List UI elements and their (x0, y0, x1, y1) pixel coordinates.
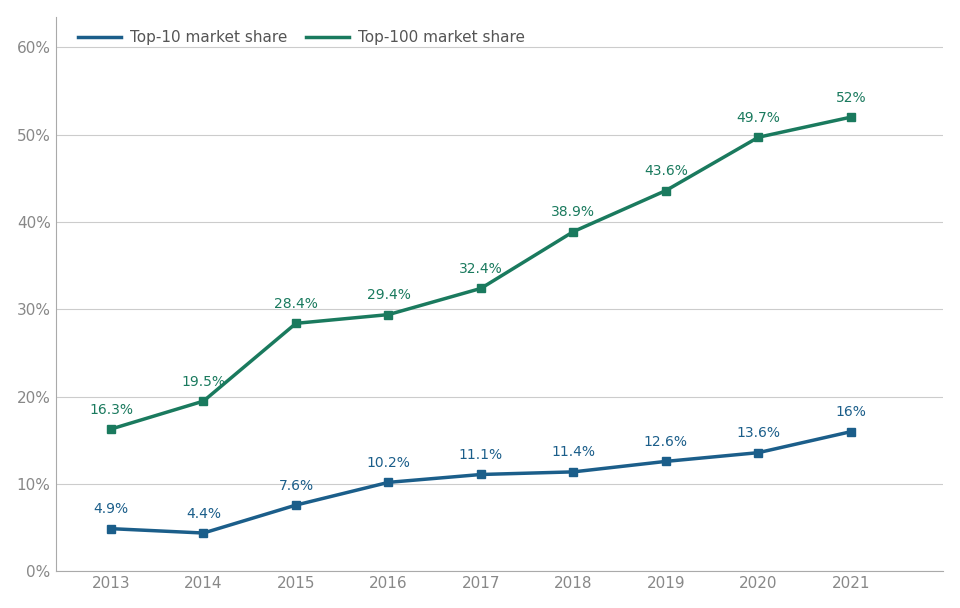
Text: 28.4%: 28.4% (274, 297, 318, 311)
Text: 52%: 52% (835, 91, 866, 105)
Text: 4.4%: 4.4% (186, 506, 221, 520)
Text: 16%: 16% (835, 405, 866, 419)
Text: 7.6%: 7.6% (278, 478, 314, 492)
Text: 4.9%: 4.9% (93, 502, 129, 516)
Text: 16.3%: 16.3% (89, 402, 133, 416)
Text: 38.9%: 38.9% (551, 205, 595, 219)
Text: 49.7%: 49.7% (736, 111, 780, 125)
Text: 32.4%: 32.4% (459, 262, 503, 276)
Text: 29.4%: 29.4% (367, 288, 410, 302)
Legend: Top-10 market share, Top-100 market share: Top-10 market share, Top-100 market shar… (72, 24, 531, 52)
Text: 11.4%: 11.4% (551, 446, 595, 460)
Text: 10.2%: 10.2% (367, 456, 410, 470)
Text: 13.6%: 13.6% (736, 426, 780, 440)
Text: 11.1%: 11.1% (459, 448, 503, 462)
Text: 12.6%: 12.6% (644, 435, 688, 449)
Text: 43.6%: 43.6% (644, 164, 687, 178)
Text: 19.5%: 19.5% (181, 375, 226, 389)
